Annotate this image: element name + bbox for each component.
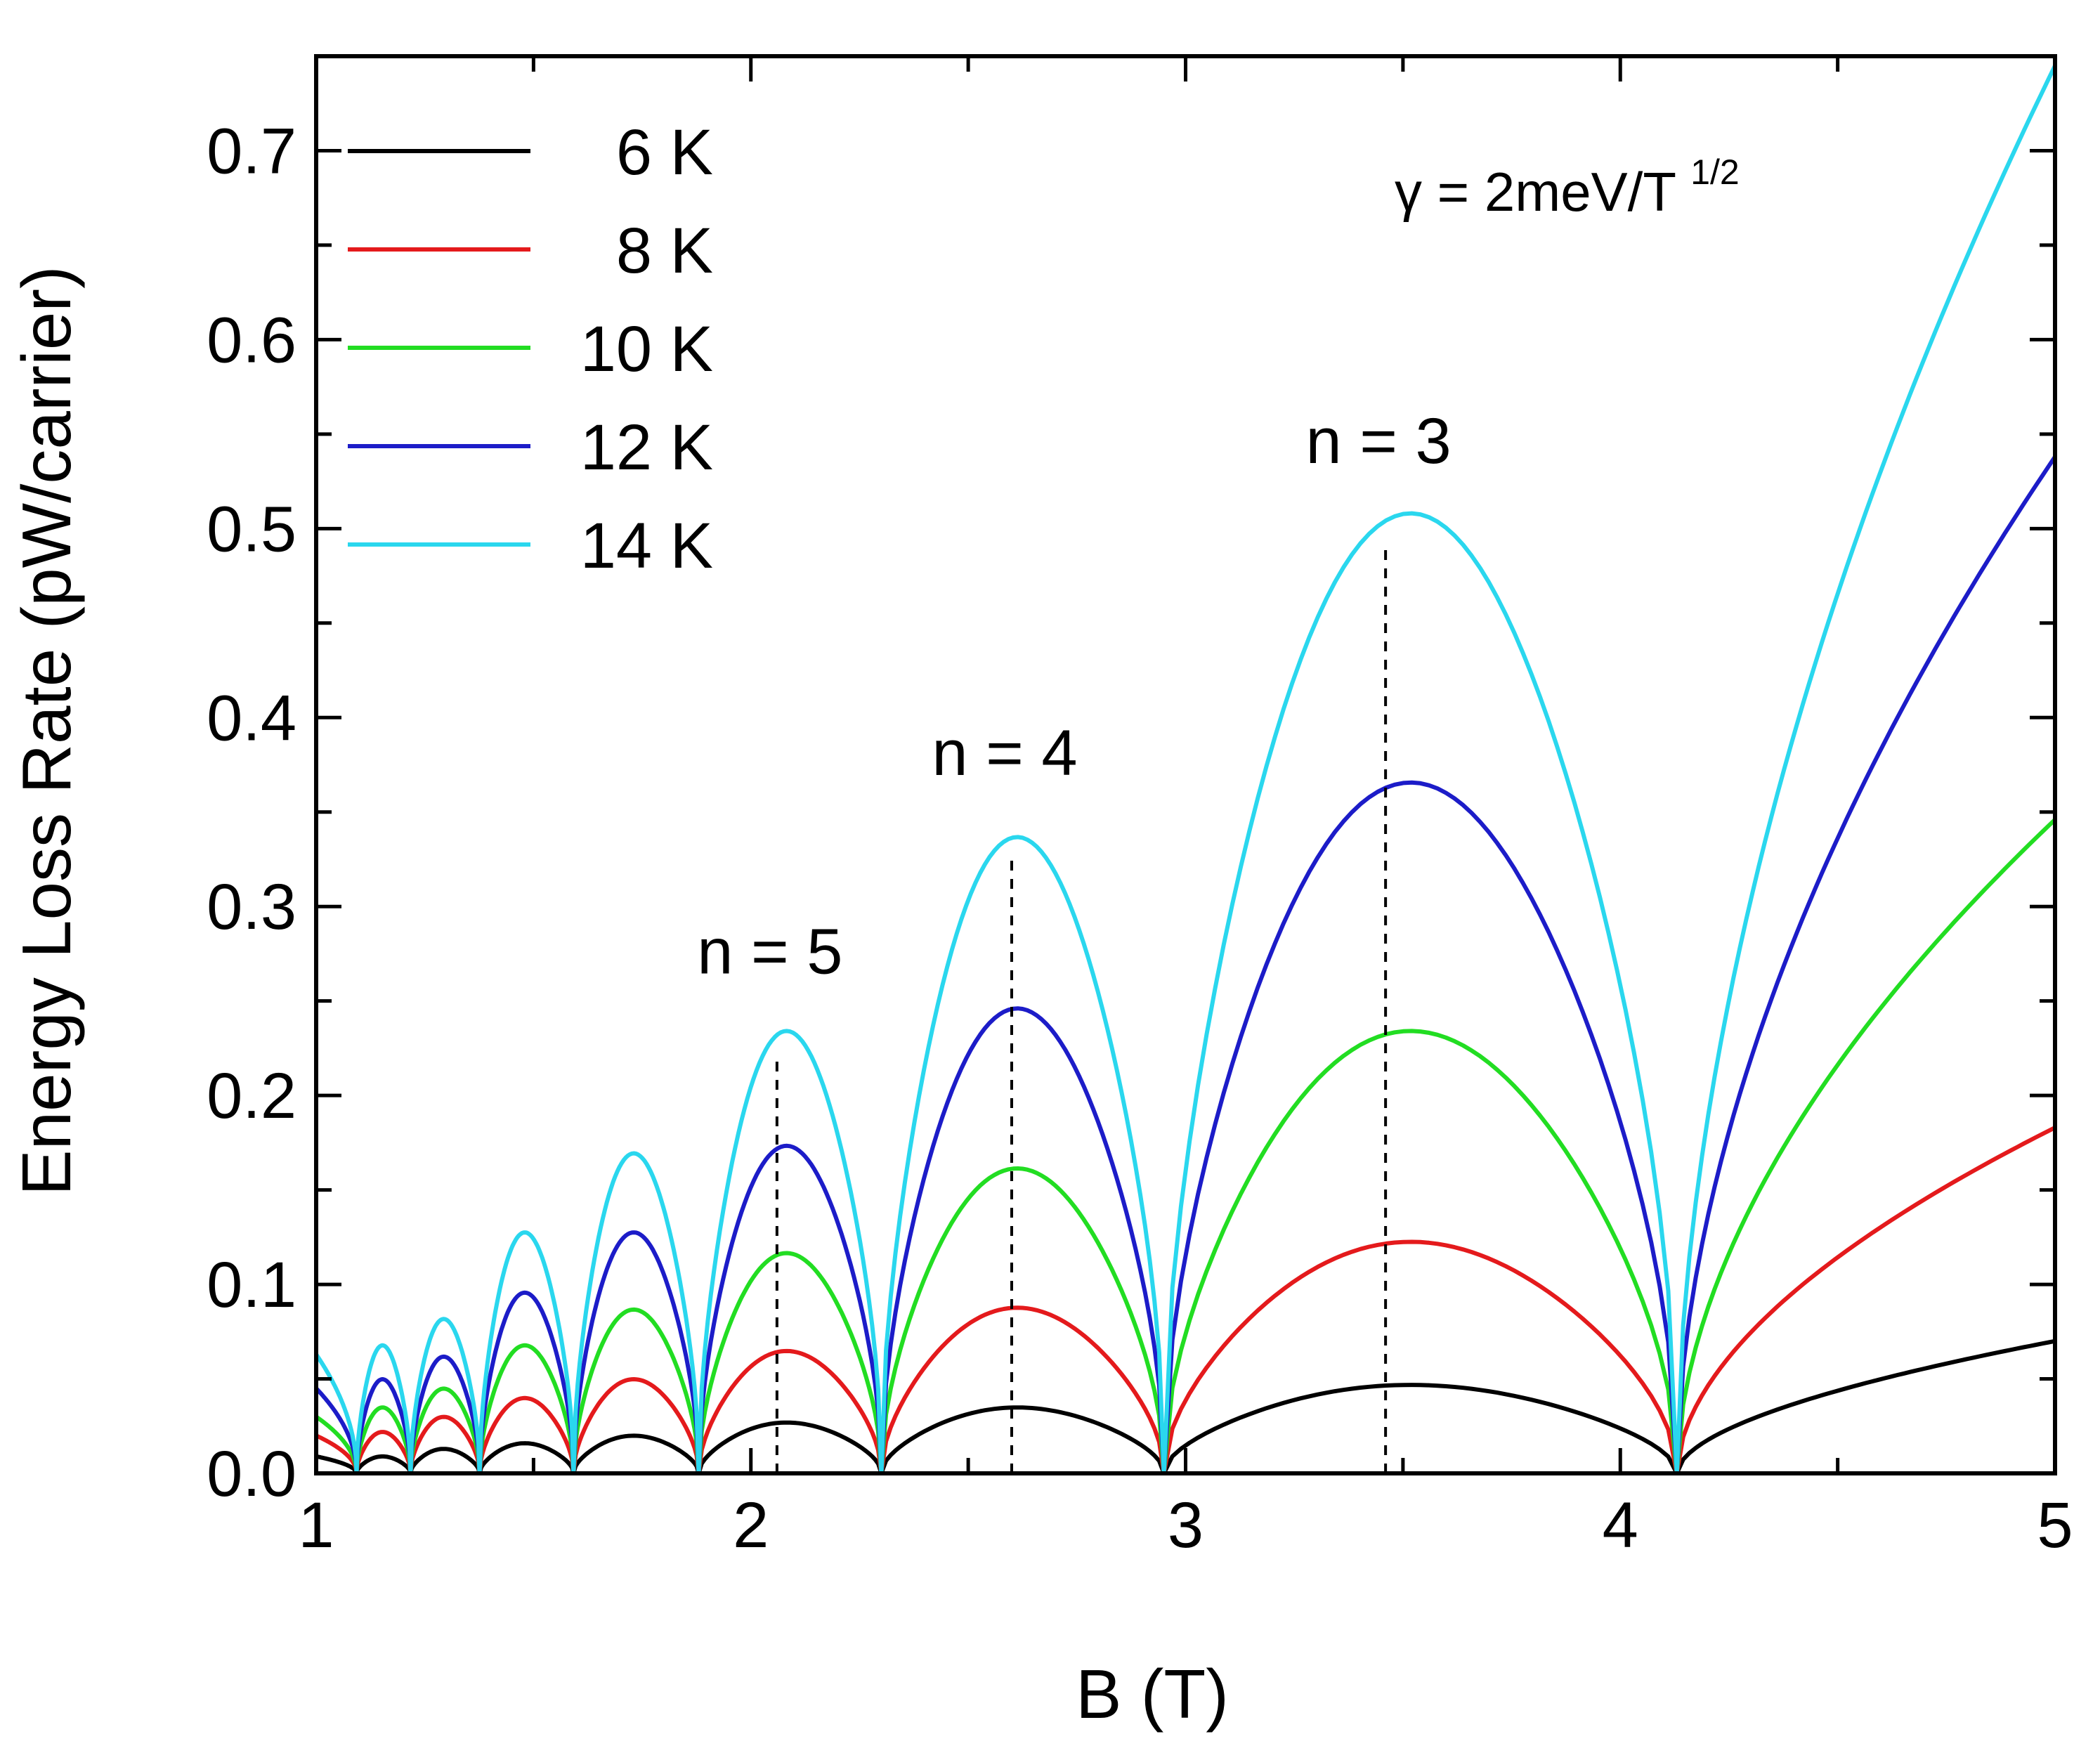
x-tick-label: 1 xyxy=(298,1490,334,1561)
legend-label: 10 K xyxy=(580,313,713,385)
x-axis-title: B (T) xyxy=(1076,1655,1229,1733)
series-line-8k xyxy=(315,1126,2056,1475)
y-tick-label: 0.2 xyxy=(207,1060,296,1132)
legend: 6 K 8 K 10 K 12 K 14 K xyxy=(348,117,713,582)
marker-label: n = 5 xyxy=(697,915,842,987)
y-tick-label: 0.5 xyxy=(207,493,296,565)
gamma-annotation: γ = 2meV/T 1/2 xyxy=(1395,152,1740,223)
legend-label: 12 K xyxy=(580,412,713,483)
y-tick-label: 0.3 xyxy=(207,871,296,943)
legend-label: 6 K xyxy=(616,117,713,188)
x-tick-label: 3 xyxy=(1168,1490,1204,1561)
legend-label: 14 K xyxy=(580,510,713,582)
gamma-annotation-superscript: 1/2 xyxy=(1690,152,1740,192)
y-tick-label: 0.0 xyxy=(207,1438,296,1510)
annotation-markers: n = 5 n = 4 n = 3 xyxy=(697,405,1452,1473)
series-line-10k xyxy=(315,818,2057,1475)
y-axis-title: Energy Loss Rate (pW/carrier) xyxy=(8,266,85,1195)
marker-label: n = 4 xyxy=(932,717,1077,789)
series-line-6k xyxy=(315,1338,2056,1475)
gamma-annotation-main: γ = 2meV/T xyxy=(1395,161,1676,223)
y-tick-label: 0.4 xyxy=(207,682,296,754)
y-tick-label: 0.6 xyxy=(207,304,296,376)
series-curves xyxy=(314,65,2057,1475)
x-tick-label: 5 xyxy=(2037,1490,2073,1561)
y-tick-label: 0.1 xyxy=(207,1249,296,1321)
marker-label: n = 3 xyxy=(1306,405,1452,477)
x-tick-label: 2 xyxy=(733,1490,769,1561)
y-tick-label: 0.7 xyxy=(207,115,296,187)
series-line-14k xyxy=(314,65,2057,1475)
x-tick-label: 4 xyxy=(1603,1490,1638,1561)
axes: 1 2 3 4 5 0.0 0.1 0.2 0.3 0.4 0.5 0.6 0.7 xyxy=(207,54,2073,1561)
series-line-12k xyxy=(314,455,2057,1475)
legend-label: 8 K xyxy=(616,215,713,287)
